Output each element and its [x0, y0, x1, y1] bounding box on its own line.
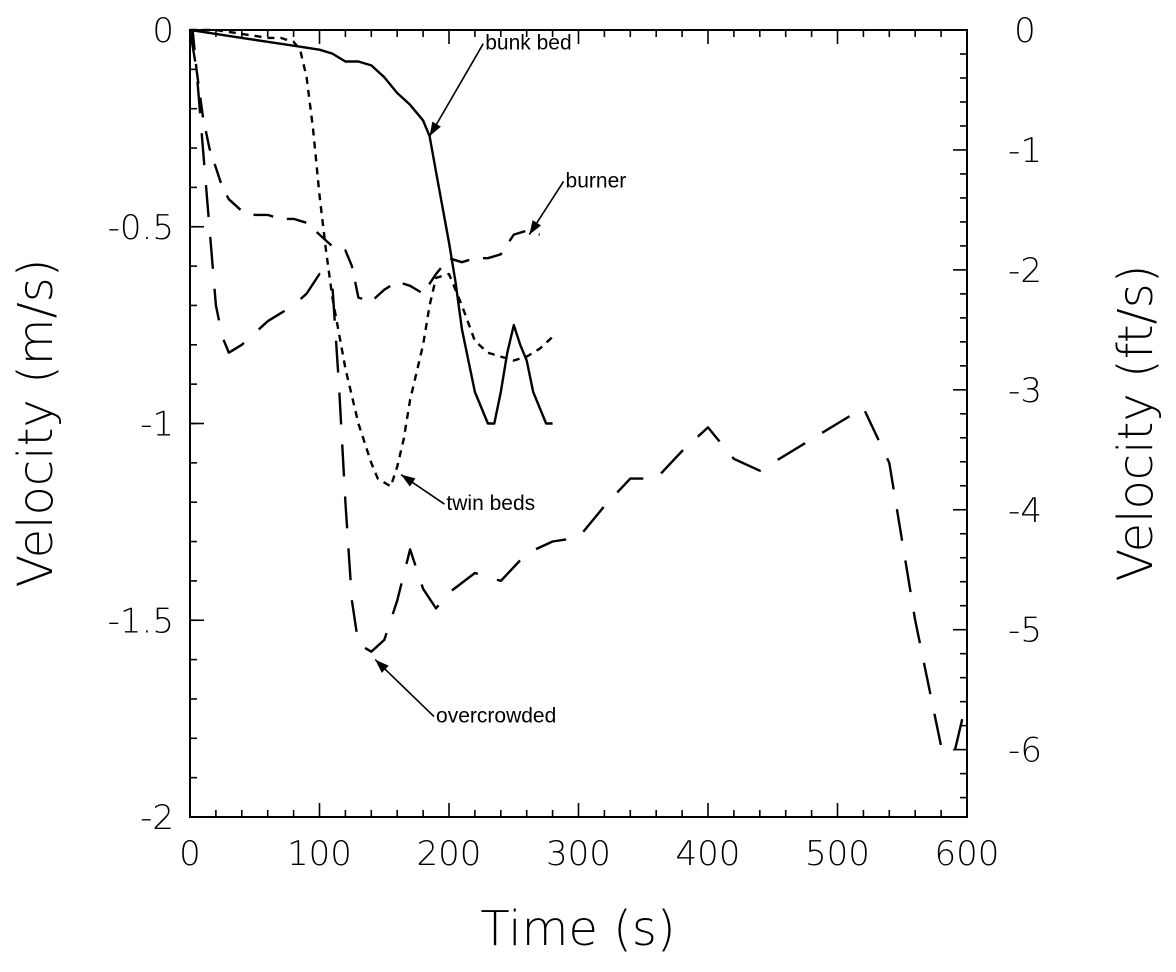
y-left-tick-label: -2	[140, 798, 174, 838]
y-right-tick-label: -2	[1008, 251, 1042, 291]
tick-layer: 0 100 200 300 400 500 6000-0.5-1-1.5-20-1-2-3-…	[108, 11, 1042, 874]
y-axis-title-right: Velocity (ft/s)	[1108, 264, 1164, 581]
annotation-arrowhead	[529, 220, 542, 235]
x-tick-label: 500	[805, 834, 870, 874]
y-right-tick-label: -3	[1008, 371, 1042, 411]
x-tick-label: 400	[676, 834, 741, 874]
x-tick-label: 600	[935, 834, 1000, 874]
y-right-tick-label: -6	[1008, 731, 1042, 771]
y-right-tick-label: -4	[1008, 491, 1042, 531]
series-line-twin-beds	[190, 28, 554, 488]
y-left-tick-label: -1	[140, 405, 174, 445]
y-left-tick-label: -0.5	[108, 208, 174, 248]
series-line-burner	[191, 29, 541, 303]
annotation-label: twin beds	[446, 492, 535, 515]
annotation-label: bunk bed	[485, 32, 571, 55]
annotation-arrow	[428, 43, 484, 137]
series-layer	[188, 28, 969, 756]
annotation-arrowhead	[401, 474, 416, 487]
annotation-label: burner	[566, 169, 627, 192]
x-tick-label: 100	[287, 834, 352, 874]
series-line-bunk-bed	[189, 28, 553, 425]
x-tick-label: 0	[179, 834, 201, 874]
y-right-tick-label: -5	[1008, 611, 1042, 651]
y-right-tick-label: -1	[1008, 131, 1042, 171]
y-left-tick-label: -1.5	[108, 601, 174, 641]
plot-frame	[189, 29, 968, 818]
series-line-overcrowded	[188, 29, 969, 756]
y-left-tick-label: 0	[152, 11, 174, 51]
annotation-layer: bunk bed burner twin beds overcrowded	[374, 32, 627, 728]
annotation-arrowhead	[375, 659, 389, 673]
annotation-label: overcrowded	[436, 705, 556, 728]
x-tick-label: 200	[417, 834, 482, 874]
y-axis-title-left: Velocity (m/s)	[8, 259, 64, 588]
y-right-tick-label: 0	[1014, 11, 1036, 51]
annotation-arrowhead	[429, 121, 441, 137]
x-axis-title: Time (s)	[480, 901, 675, 957]
x-tick-label: 300	[546, 834, 611, 874]
